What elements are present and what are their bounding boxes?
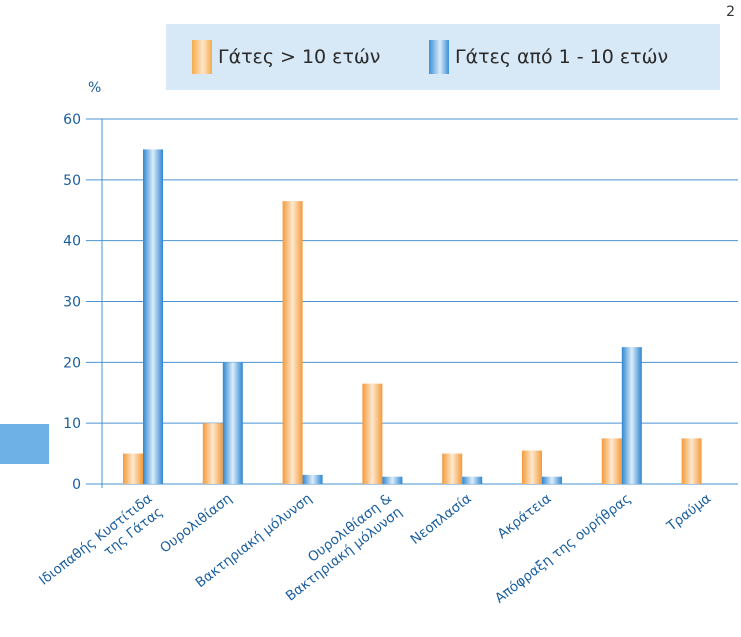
category-label: Απόφραξη της ουρήθρας	[492, 491, 634, 607]
bar-older-cats	[602, 438, 622, 484]
bar-older-cats	[522, 451, 542, 484]
bar-older-cats	[283, 201, 303, 484]
bar-younger-cats	[143, 149, 163, 484]
bar-older-cats	[682, 438, 702, 484]
y-tick-label: 30	[63, 295, 81, 311]
y-tick-label: 0	[72, 477, 81, 493]
category-label: Ακράτεια	[495, 490, 555, 542]
bar-younger-cats	[622, 347, 642, 484]
y-tick-label: 10	[63, 416, 81, 432]
y-tick-label: 60	[63, 112, 81, 128]
y-tick-label: 50	[63, 173, 81, 189]
y-tick-label: 40	[63, 234, 81, 250]
category-label: Νεοπλασία	[408, 490, 475, 547]
y-axis-unit-label: %	[88, 80, 101, 96]
bar-older-cats	[362, 384, 382, 484]
bar-younger-cats	[462, 477, 482, 484]
bar-younger-cats	[223, 362, 243, 484]
bar-older-cats	[123, 454, 143, 484]
bar-older-cats	[203, 423, 223, 484]
bar-older-cats	[442, 454, 462, 484]
bar-younger-cats	[542, 477, 562, 484]
bar-younger-cats	[382, 477, 402, 484]
bar-younger-cats	[303, 475, 323, 484]
category-label: Ιδιοπαθής Κυστίτιδατης Γάτας	[36, 490, 166, 602]
y-tick-label: 20	[63, 355, 81, 371]
category-label: Ουρολιθίαση	[157, 491, 235, 557]
category-label: Τραύμα	[663, 490, 714, 535]
